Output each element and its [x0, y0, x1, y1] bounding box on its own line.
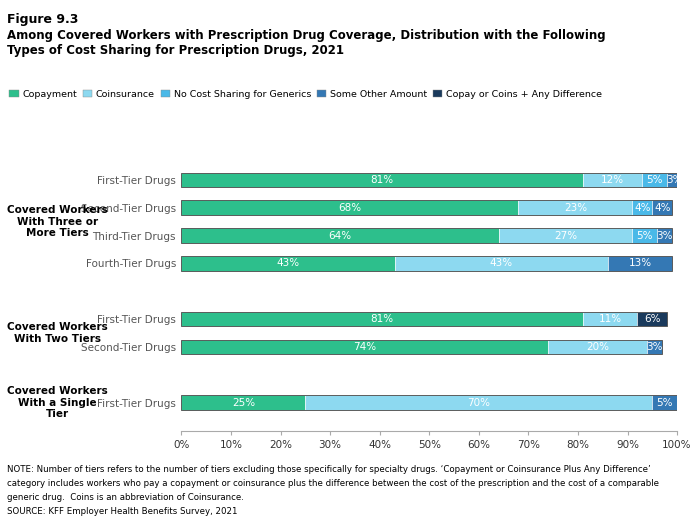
Text: 6%: 6% — [644, 314, 660, 324]
Text: 3%: 3% — [656, 230, 673, 240]
Bar — [658, 228, 672, 243]
Text: 5%: 5% — [637, 230, 653, 240]
Text: 70%: 70% — [468, 397, 490, 407]
Bar — [181, 312, 583, 327]
Bar — [652, 395, 677, 410]
Text: 5%: 5% — [656, 397, 673, 407]
Text: Among Covered Workers with Prescription Drug Coverage, Distribution with the Fol: Among Covered Workers with Prescription … — [7, 29, 606, 42]
Bar — [181, 340, 548, 354]
Text: 20%: 20% — [586, 342, 609, 352]
Bar — [652, 201, 672, 215]
Text: 11%: 11% — [599, 314, 622, 324]
Bar — [667, 173, 682, 187]
Bar — [394, 256, 608, 270]
Legend: Copayment, Coinsurance, No Cost Sharing for Generics, Some Other Amount, Copay o: Copayment, Coinsurance, No Cost Sharing … — [6, 86, 606, 102]
Bar — [498, 228, 632, 243]
Text: 43%: 43% — [489, 258, 513, 268]
Bar — [181, 173, 583, 187]
Bar — [181, 228, 498, 243]
Text: 4%: 4% — [634, 203, 651, 213]
Text: SOURCE: KFF Employer Health Benefits Survey, 2021: SOURCE: KFF Employer Health Benefits Sur… — [7, 507, 237, 516]
Bar — [647, 340, 662, 354]
Text: 25%: 25% — [232, 397, 255, 407]
Text: Covered Workers
With Two Tiers: Covered Workers With Two Tiers — [7, 322, 107, 344]
Bar — [637, 312, 667, 327]
Bar — [632, 201, 652, 215]
Text: 12%: 12% — [601, 175, 624, 185]
Bar — [181, 173, 682, 187]
Bar — [181, 228, 672, 243]
Text: 68%: 68% — [339, 203, 362, 213]
Text: 64%: 64% — [329, 230, 352, 240]
Text: 81%: 81% — [371, 175, 394, 185]
Text: 3%: 3% — [667, 175, 683, 185]
Bar — [608, 256, 672, 270]
Text: 5%: 5% — [646, 175, 663, 185]
Text: 23%: 23% — [564, 203, 587, 213]
Text: Covered Workers
With a Single
Tier: Covered Workers With a Single Tier — [7, 386, 107, 419]
Text: 81%: 81% — [371, 314, 394, 324]
Bar — [519, 201, 632, 215]
Text: NOTE: Number of tiers refers to the number of tiers excluding those specifically: NOTE: Number of tiers refers to the numb… — [7, 465, 651, 474]
Bar — [306, 395, 652, 410]
Bar — [181, 395, 306, 410]
Text: generic drug.  Coins is an abbreviation of Coinsurance.: generic drug. Coins is an abbreviation o… — [7, 493, 244, 502]
Text: Figure 9.3: Figure 9.3 — [7, 13, 78, 26]
Bar — [181, 312, 667, 327]
Text: 27%: 27% — [554, 230, 577, 240]
Bar — [583, 312, 637, 327]
Bar — [181, 395, 677, 410]
Bar — [642, 173, 667, 187]
Text: 74%: 74% — [353, 342, 376, 352]
Bar — [632, 228, 658, 243]
Bar — [181, 256, 672, 270]
Text: 13%: 13% — [628, 258, 651, 268]
Text: category includes workers who pay a copayment or coinsurance plus the difference: category includes workers who pay a copa… — [7, 479, 659, 488]
Bar — [181, 256, 394, 270]
Bar — [181, 340, 662, 354]
Bar — [583, 173, 642, 187]
Text: 4%: 4% — [654, 203, 671, 213]
Text: Covered Workers
With Three or
More Tiers: Covered Workers With Three or More Tiers — [7, 205, 107, 238]
Bar — [181, 201, 519, 215]
Text: 43%: 43% — [276, 258, 299, 268]
Bar — [181, 201, 672, 215]
Bar — [548, 340, 647, 354]
Text: Types of Cost Sharing for Prescription Drugs, 2021: Types of Cost Sharing for Prescription D… — [7, 44, 344, 57]
Text: 3%: 3% — [646, 342, 663, 352]
